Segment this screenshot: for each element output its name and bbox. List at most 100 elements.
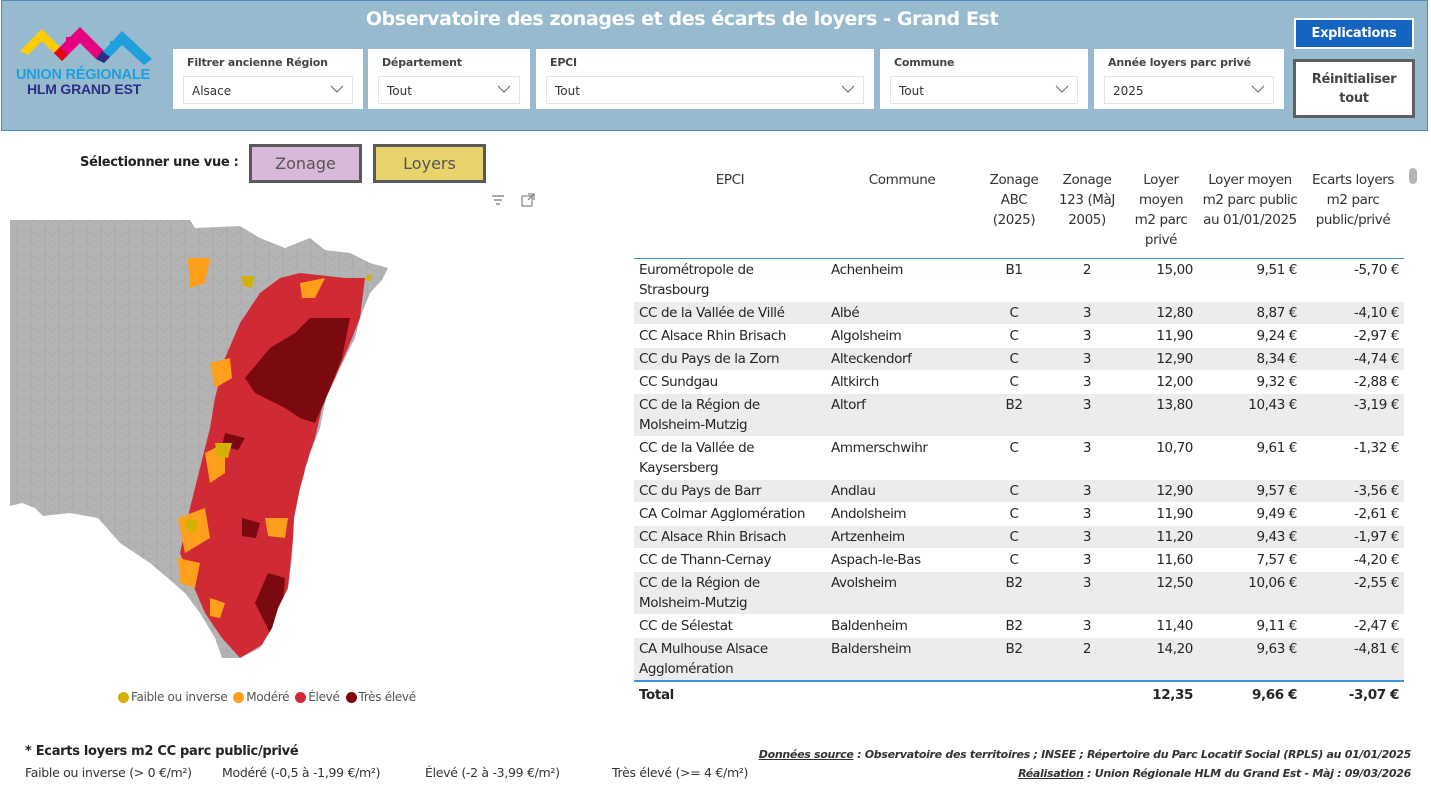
column-header-epci[interactable]: EPCI <box>634 162 826 259</box>
table-row[interactable]: CC de Sélestat Baldenheim B2 3 11,40 9,11 € -2… <box>634 614 1404 638</box>
cell-zonage-abc: C <box>978 324 1050 348</box>
cell-zonage-abc: B2 <box>978 614 1050 638</box>
column-header-loyer-prive[interactable]: Loyer moyen m2 parc privé <box>1124 162 1198 259</box>
view-zonage-button[interactable]: Zonage <box>249 144 362 183</box>
cell-ecart: -4,81 € <box>1302 637 1404 681</box>
column-header-commune[interactable]: Commune <box>826 162 978 259</box>
cell-zonage-123: 3 <box>1050 614 1124 638</box>
filter-commune-dropdown[interactable]: Tout <box>890 76 1078 104</box>
cell-zonage-abc: C <box>978 548 1050 572</box>
cell-loyer-prive: 12,90 <box>1124 479 1198 503</box>
chevron-down-icon <box>841 85 855 93</box>
total-empty <box>978 679 1050 708</box>
filter-epci-dropdown[interactable]: Tout <box>546 76 864 104</box>
table-row[interactable]: CC du Pays de la Zorn Alteckendorf C 3 12,90… <box>634 347 1404 371</box>
table-row[interactable]: CC de la Vallée de Villé Albé C 3 12,80 8,87 … <box>634 301 1404 325</box>
filter-region-label: Filtrer ancienne Région <box>187 56 328 69</box>
column-header-zonage-abc[interactable]: Zonage ABC (2025) <box>978 162 1050 259</box>
table-row[interactable]: CA Colmar Agglomération Andolsheim C 3 11,90… <box>634 502 1404 526</box>
source-data-text: Données source : Observatoire des territ… <box>759 748 1412 761</box>
total-label: Total <box>634 679 826 708</box>
filter-epci-value: Tout <box>555 84 580 98</box>
filter-departement: Département Tout <box>368 49 530 109</box>
legend-item-tres-eleve[interactable]: Très élevé <box>345 690 417 704</box>
column-header-ecart[interactable]: Ecarts loyers m2 parc public/privé <box>1302 162 1404 259</box>
table-row[interactable]: CC de Thann-Cernay Aspach-le-Bas C 3 11,60 7,… <box>634 548 1404 572</box>
table-row[interactable]: CA Mulhouse Alsace Agglomération Baldersh… <box>634 637 1404 681</box>
cell-epci: CC de Sélestat <box>634 614 826 638</box>
cell-loyer-prive: 15,00 <box>1124 258 1198 302</box>
cell-zonage-123: 2 <box>1050 258 1124 302</box>
focus-mode-icon[interactable] <box>520 192 536 208</box>
table-row[interactable]: CC de la Vallée de Kaysersberg Ammerschwi… <box>634 436 1404 480</box>
choropleth-map[interactable] <box>10 218 400 666</box>
filter-region: Filtrer ancienne Région Alsace <box>173 49 363 109</box>
table-total-row: Total 12,35 9,66 € -3,07 € <box>634 679 1404 708</box>
legend-dot-icon <box>118 691 129 703</box>
filter-departement-dropdown[interactable]: Tout <box>378 76 520 104</box>
legend-label: Faible ou inverse <box>131 690 228 704</box>
filter-epci: EPCI Tout <box>536 49 874 109</box>
filter-icon[interactable] <box>490 192 506 208</box>
cell-ecart: -3,56 € <box>1302 479 1404 503</box>
cell-commune: Andlau <box>826 479 978 503</box>
cell-zonage-abc: B2 <box>978 637 1050 681</box>
legend-item-eleve[interactable]: Élevé <box>295 690 340 704</box>
filter-region-dropdown[interactable]: Alsace <box>183 76 353 104</box>
legend-item-modere[interactable]: Modéré <box>233 690 290 704</box>
table-row[interactable]: CC Sundgau Altkirch C 3 12,00 9,32 € -2,88 € <box>634 370 1404 394</box>
cell-loyer-public: 7,57 € <box>1198 548 1302 572</box>
realisation-label: Réalisation <box>1018 767 1084 780</box>
cell-loyer-public: 10,06 € <box>1198 571 1302 615</box>
view-loyers-button[interactable]: Loyers <box>373 144 486 183</box>
logo-houses-icon <box>20 27 152 65</box>
cell-commune: Algolsheim <box>826 324 978 348</box>
reset-all-button[interactable]: Réinitialiser tout <box>1293 59 1415 118</box>
cell-epci: CC de la Vallée de Villé <box>634 301 826 325</box>
cell-loyer-prive: 10,70 <box>1124 436 1198 480</box>
table-row[interactable]: CC de la Région de Molsheim-Mutzig Avolsh… <box>634 571 1404 615</box>
column-header-loyer-public[interactable]: Loyer moyen m2 parc public au 01/01/2025 <box>1198 162 1302 259</box>
cell-epci: CA Colmar Agglomération <box>634 502 826 526</box>
cell-zonage-abc: B1 <box>978 258 1050 302</box>
table-header-row: EPCI Commune Zonage ABC (2025) Zonage 12… <box>634 162 1404 259</box>
chevron-down-icon <box>330 85 344 93</box>
cell-zonage-abc: C <box>978 436 1050 480</box>
filter-departement-label: Département <box>382 56 462 69</box>
table-row[interactable]: CC de la Région de Molsheim-Mutzig Altorf… <box>634 393 1404 437</box>
cell-ecart: -2,97 € <box>1302 324 1404 348</box>
cell-commune: Altkirch <box>826 370 978 394</box>
total-loyer-public: 9,66 € <box>1198 679 1302 708</box>
cell-commune: Andolsheim <box>826 502 978 526</box>
legend-label: Très élevé <box>358 690 417 704</box>
cell-commune: Baldenheim <box>826 614 978 638</box>
table-row[interactable]: Eurométropole de Strasbourg Achenheim B1 2 1… <box>634 258 1404 302</box>
column-header-zonage-123[interactable]: Zonage 123 (MàJ 2005) <box>1050 162 1124 259</box>
cell-zonage-123: 3 <box>1050 370 1124 394</box>
cell-ecart: -2,88 € <box>1302 370 1404 394</box>
page-title: Observatoire des zonages et des écarts d… <box>365 8 999 30</box>
legend-dot-icon <box>345 691 357 703</box>
cell-zonage-abc: C <box>978 525 1050 549</box>
cell-ecart: -3,19 € <box>1302 393 1404 437</box>
table-row[interactable]: CC Alsace Rhin Brisach Artzenheim C 3 11,20 9… <box>634 525 1404 549</box>
table-row[interactable]: CC Alsace Rhin Brisach Algolsheim C 3 11,90 9… <box>634 324 1404 348</box>
filter-annee: Année loyers parc privé 2025 <box>1094 49 1284 109</box>
explications-button[interactable]: Explications <box>1294 18 1414 49</box>
filter-departement-value: Tout <box>387 84 412 98</box>
cell-zonage-123: 3 <box>1050 301 1124 325</box>
source-text: : Observatoire des territoires ; INSEE ;… <box>853 748 1411 761</box>
cell-zonage-123: 2 <box>1050 637 1124 681</box>
cell-zonage-abc: C <box>978 370 1050 394</box>
view-selector-label: Sélectionner une vue : <box>80 155 239 170</box>
table-scrollbar[interactable] <box>1409 168 1417 184</box>
table-row[interactable]: CC du Pays de Barr Andlau C 3 12,90 9,57 € -3,… <box>634 479 1404 503</box>
cell-commune: Achenheim <box>826 258 978 302</box>
cell-commune: Artzenheim <box>826 525 978 549</box>
total-loyer-prive: 12,35 <box>1124 679 1198 708</box>
filter-commune-value: Tout <box>899 84 924 98</box>
note-scale-faible: Faible ou inverse (> 0 €/m²) <box>25 765 192 780</box>
filter-annee-dropdown[interactable]: 2025 <box>1104 76 1274 104</box>
chevron-down-icon <box>1055 85 1069 93</box>
legend-item-faible[interactable]: Faible ou inverse <box>118 690 228 704</box>
